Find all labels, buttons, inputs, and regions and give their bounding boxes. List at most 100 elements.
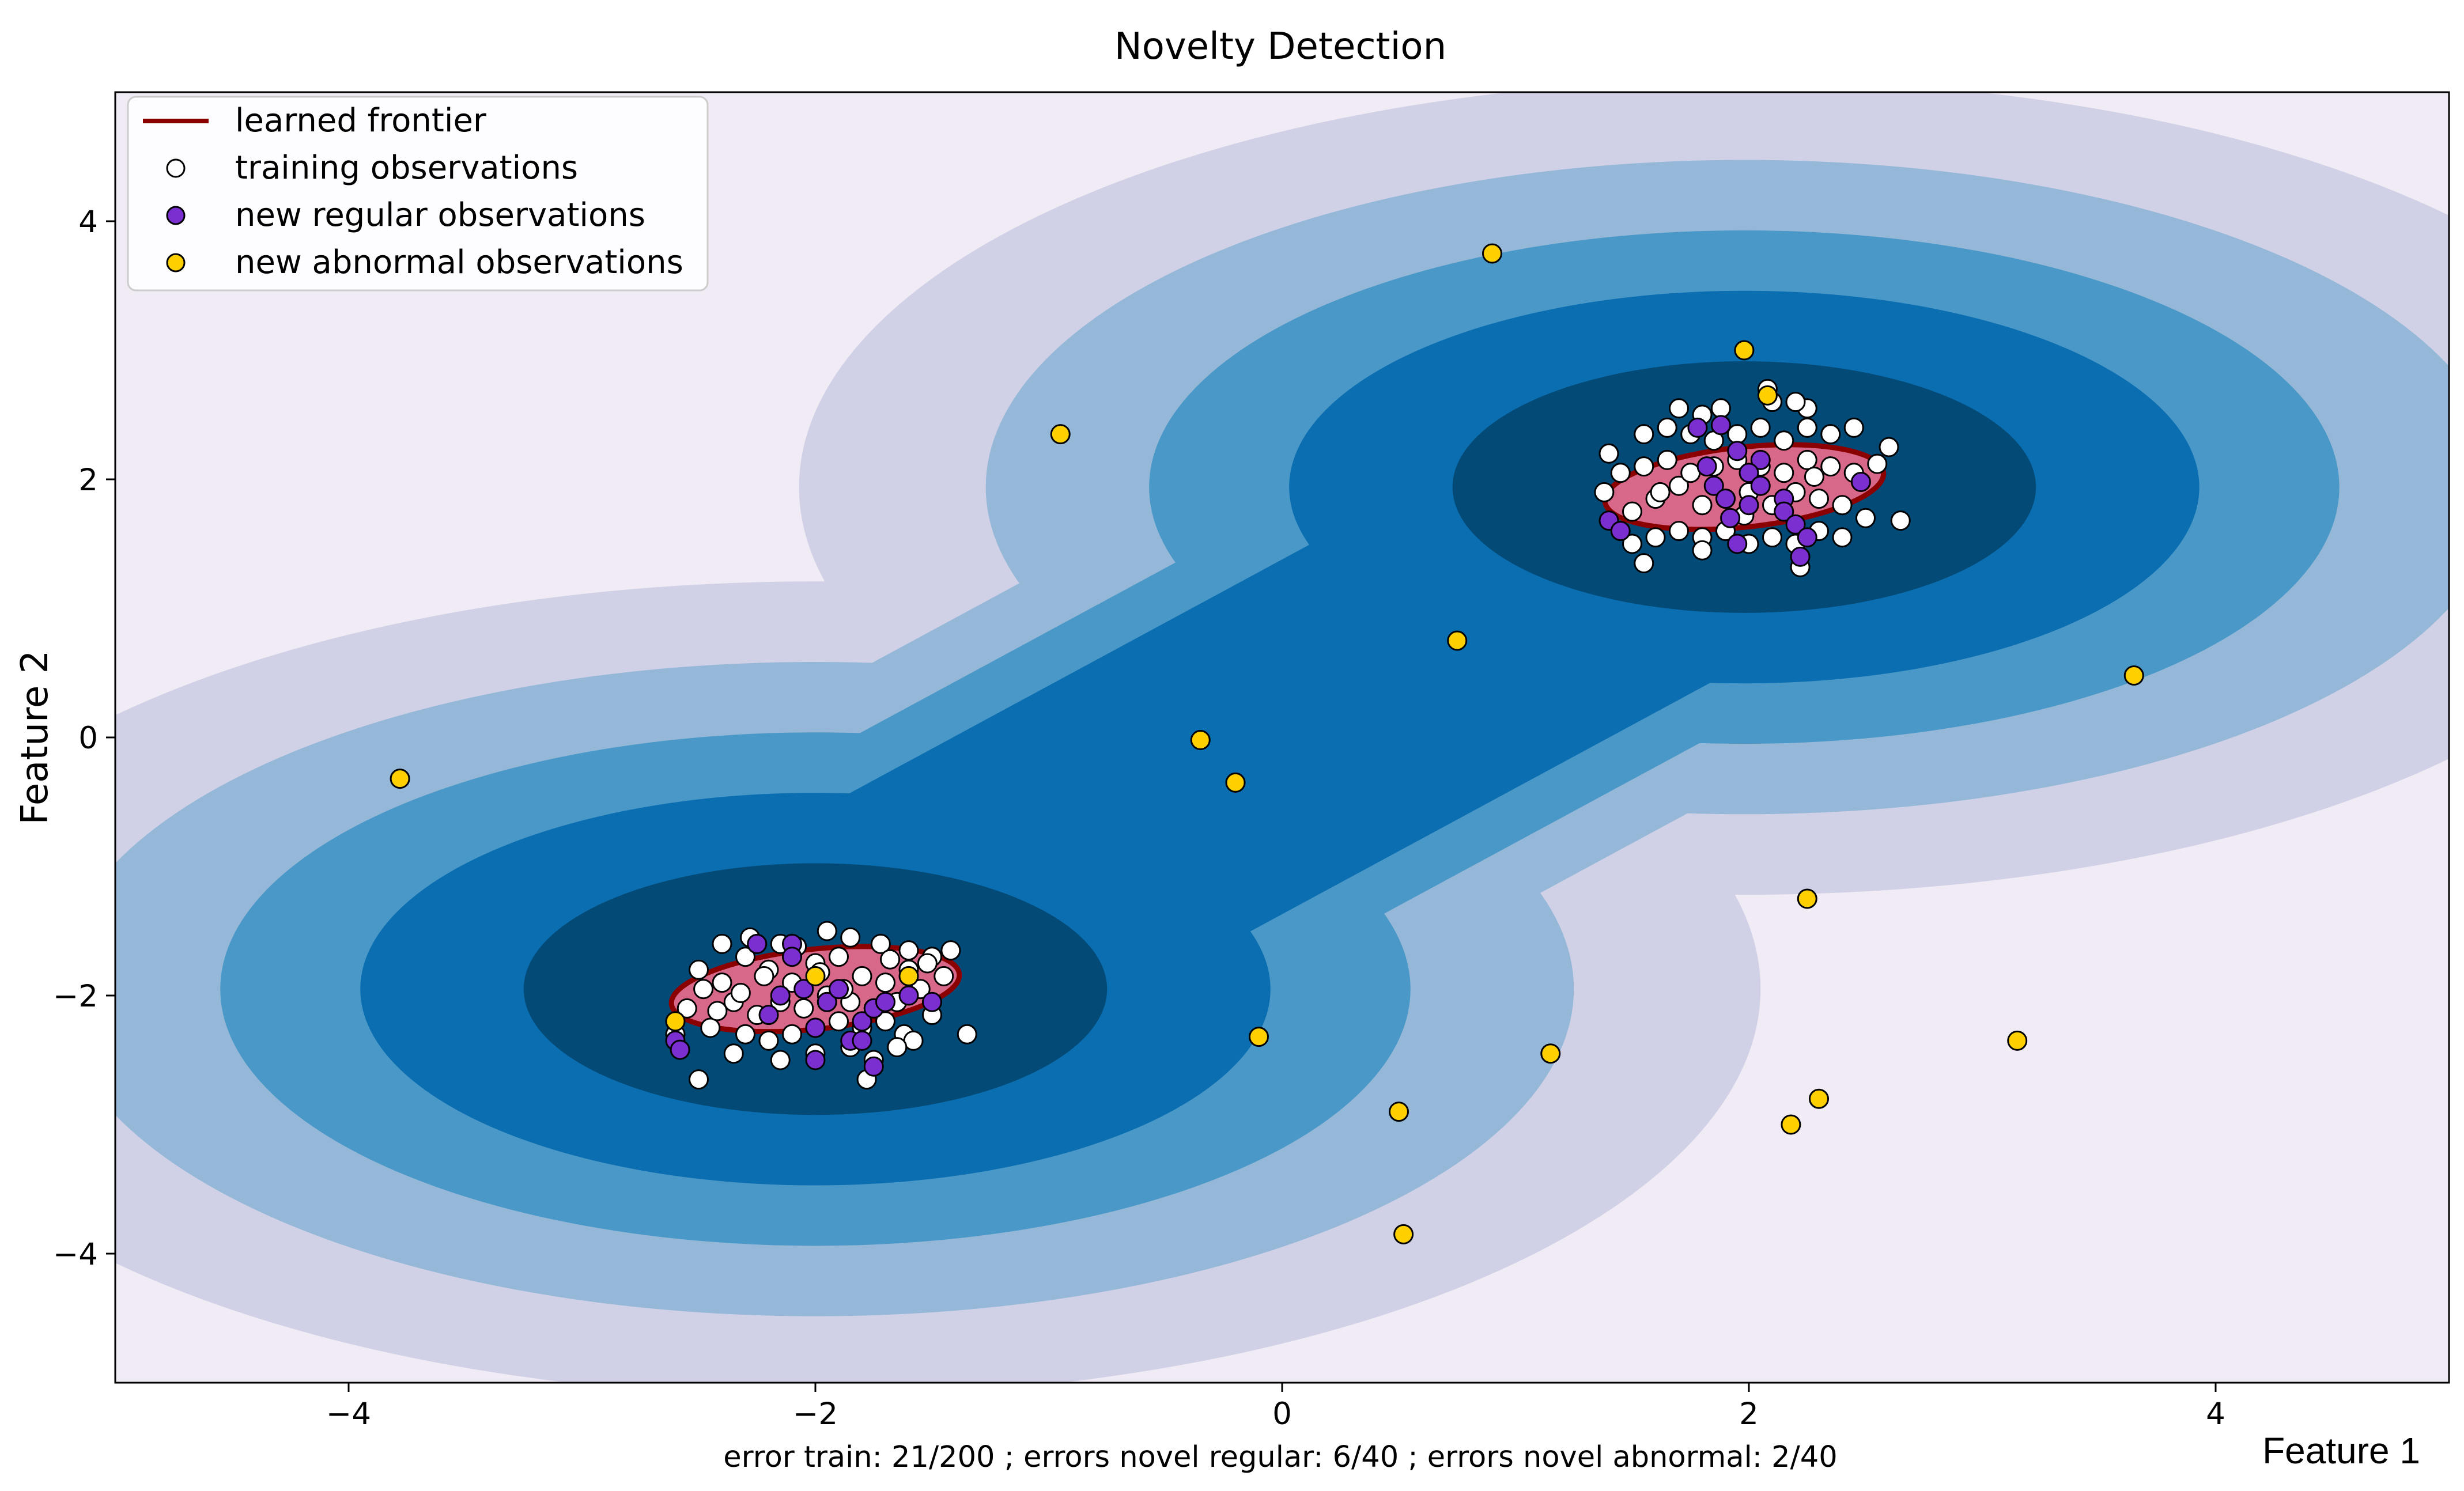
new-abnormal-observations bbox=[390, 243, 2144, 1244]
x-axis-ticks: −4 −2 0 2 4 bbox=[326, 1383, 2225, 1432]
regular-point bbox=[670, 1039, 690, 1060]
regular-point bbox=[805, 1017, 826, 1038]
abnormal-point bbox=[1781, 1114, 1801, 1135]
training-point bbox=[1645, 527, 1666, 548]
training-point bbox=[1879, 437, 1899, 457]
training-point bbox=[1622, 501, 1642, 522]
abnormal-point bbox=[1757, 385, 1778, 406]
training-point bbox=[1797, 449, 1817, 470]
regular-point bbox=[1610, 521, 1631, 542]
regular-point bbox=[829, 979, 849, 1000]
abnormal-point bbox=[1225, 772, 1246, 793]
regular-point bbox=[1687, 417, 1708, 438]
training-point bbox=[1669, 521, 1689, 542]
training-point bbox=[1820, 424, 1841, 445]
training-point bbox=[730, 983, 751, 1004]
training-point bbox=[875, 1011, 895, 1032]
x-tick-label: −4 bbox=[326, 1397, 371, 1432]
regular-point bbox=[1739, 495, 1759, 516]
training-point bbox=[957, 1024, 977, 1045]
training-point bbox=[1692, 540, 1713, 561]
abnormal-point bbox=[1050, 424, 1071, 445]
training-point bbox=[782, 1024, 802, 1045]
training-observations bbox=[665, 379, 1911, 1090]
abnormal-point bbox=[805, 966, 826, 986]
training-point bbox=[1832, 527, 1853, 548]
regular-point bbox=[805, 1050, 826, 1070]
legend: learned frontier training observations n… bbox=[127, 96, 709, 292]
training-point bbox=[1634, 456, 1654, 477]
regular-point bbox=[1750, 475, 1771, 496]
y-tick-label: −4 bbox=[53, 1237, 98, 1272]
y-tick-label: 2 bbox=[78, 463, 98, 498]
abnormal-point bbox=[898, 966, 919, 986]
training-point bbox=[1657, 417, 1677, 438]
abnormal-point bbox=[1249, 1027, 1269, 1047]
training-point bbox=[829, 947, 849, 967]
abnormal-point bbox=[1389, 1102, 1409, 1122]
training-point bbox=[1804, 467, 1824, 487]
training-point bbox=[1622, 533, 1642, 554]
training-point bbox=[1598, 443, 1619, 464]
training-point bbox=[880, 949, 901, 970]
training-point bbox=[1774, 430, 1794, 451]
training-point bbox=[1669, 398, 1689, 419]
training-point bbox=[875, 972, 895, 993]
training-point bbox=[677, 998, 697, 1019]
training-point bbox=[1692, 495, 1713, 516]
training-point bbox=[707, 1001, 728, 1021]
training-point bbox=[887, 1037, 908, 1058]
abnormal-point bbox=[1447, 630, 1468, 651]
training-point bbox=[1762, 527, 1782, 548]
regular-point bbox=[793, 979, 814, 1000]
training-point bbox=[1867, 453, 1888, 474]
y-tick-label: −2 bbox=[53, 979, 98, 1014]
y-axis-ticks: −4 −2 0 2 4 bbox=[53, 205, 115, 1272]
training-point bbox=[700, 1017, 721, 1038]
regular-point bbox=[1850, 471, 1871, 492]
x-tick-label: −2 bbox=[793, 1397, 838, 1432]
chart-title: Novelty Detection bbox=[1114, 25, 1446, 68]
regular-point bbox=[770, 985, 791, 1006]
abnormal-point bbox=[390, 769, 410, 789]
plot-area bbox=[115, 92, 2449, 1383]
training-point bbox=[693, 979, 714, 1000]
training-point bbox=[758, 1030, 779, 1051]
training-point bbox=[1650, 482, 1671, 502]
training-point bbox=[1774, 463, 1794, 483]
training-point bbox=[1843, 417, 1864, 438]
training-point bbox=[723, 1043, 744, 1064]
regular-point bbox=[852, 1011, 872, 1032]
abnormal-point bbox=[1809, 1088, 1829, 1109]
regular-point bbox=[1696, 456, 1717, 477]
error-summary-caption: error train: 21/200 ; errors novel regul… bbox=[723, 1440, 1837, 1474]
training-point bbox=[689, 1069, 709, 1090]
training-point bbox=[1634, 553, 1654, 574]
legend-abnormal-marker bbox=[166, 253, 186, 273]
regular-point bbox=[1750, 449, 1771, 470]
training-point bbox=[712, 933, 732, 954]
regular-point bbox=[922, 992, 942, 1012]
x-tick-label: 4 bbox=[2206, 1397, 2225, 1432]
regular-point bbox=[1790, 546, 1811, 567]
regular-point bbox=[1703, 475, 1724, 496]
training-point bbox=[712, 972, 732, 993]
legend-training-marker bbox=[166, 158, 186, 178]
regular-point bbox=[817, 992, 837, 1012]
regular-point bbox=[747, 933, 768, 954]
training-point bbox=[1669, 475, 1689, 496]
training-point bbox=[1809, 489, 1829, 509]
legend-regular-marker bbox=[166, 206, 186, 225]
training-point bbox=[898, 940, 919, 961]
abnormal-point bbox=[1190, 729, 1211, 750]
regular-point bbox=[1720, 508, 1741, 528]
y-tick-label: 0 bbox=[78, 721, 98, 756]
regular-point bbox=[758, 1005, 779, 1025]
training-point bbox=[1855, 508, 1876, 528]
training-point bbox=[1727, 424, 1748, 445]
regular-point bbox=[1739, 463, 1759, 483]
regular-point bbox=[1715, 489, 1736, 509]
training-point bbox=[1832, 495, 1853, 516]
regular-point bbox=[875, 992, 895, 1012]
training-point bbox=[1750, 417, 1771, 438]
